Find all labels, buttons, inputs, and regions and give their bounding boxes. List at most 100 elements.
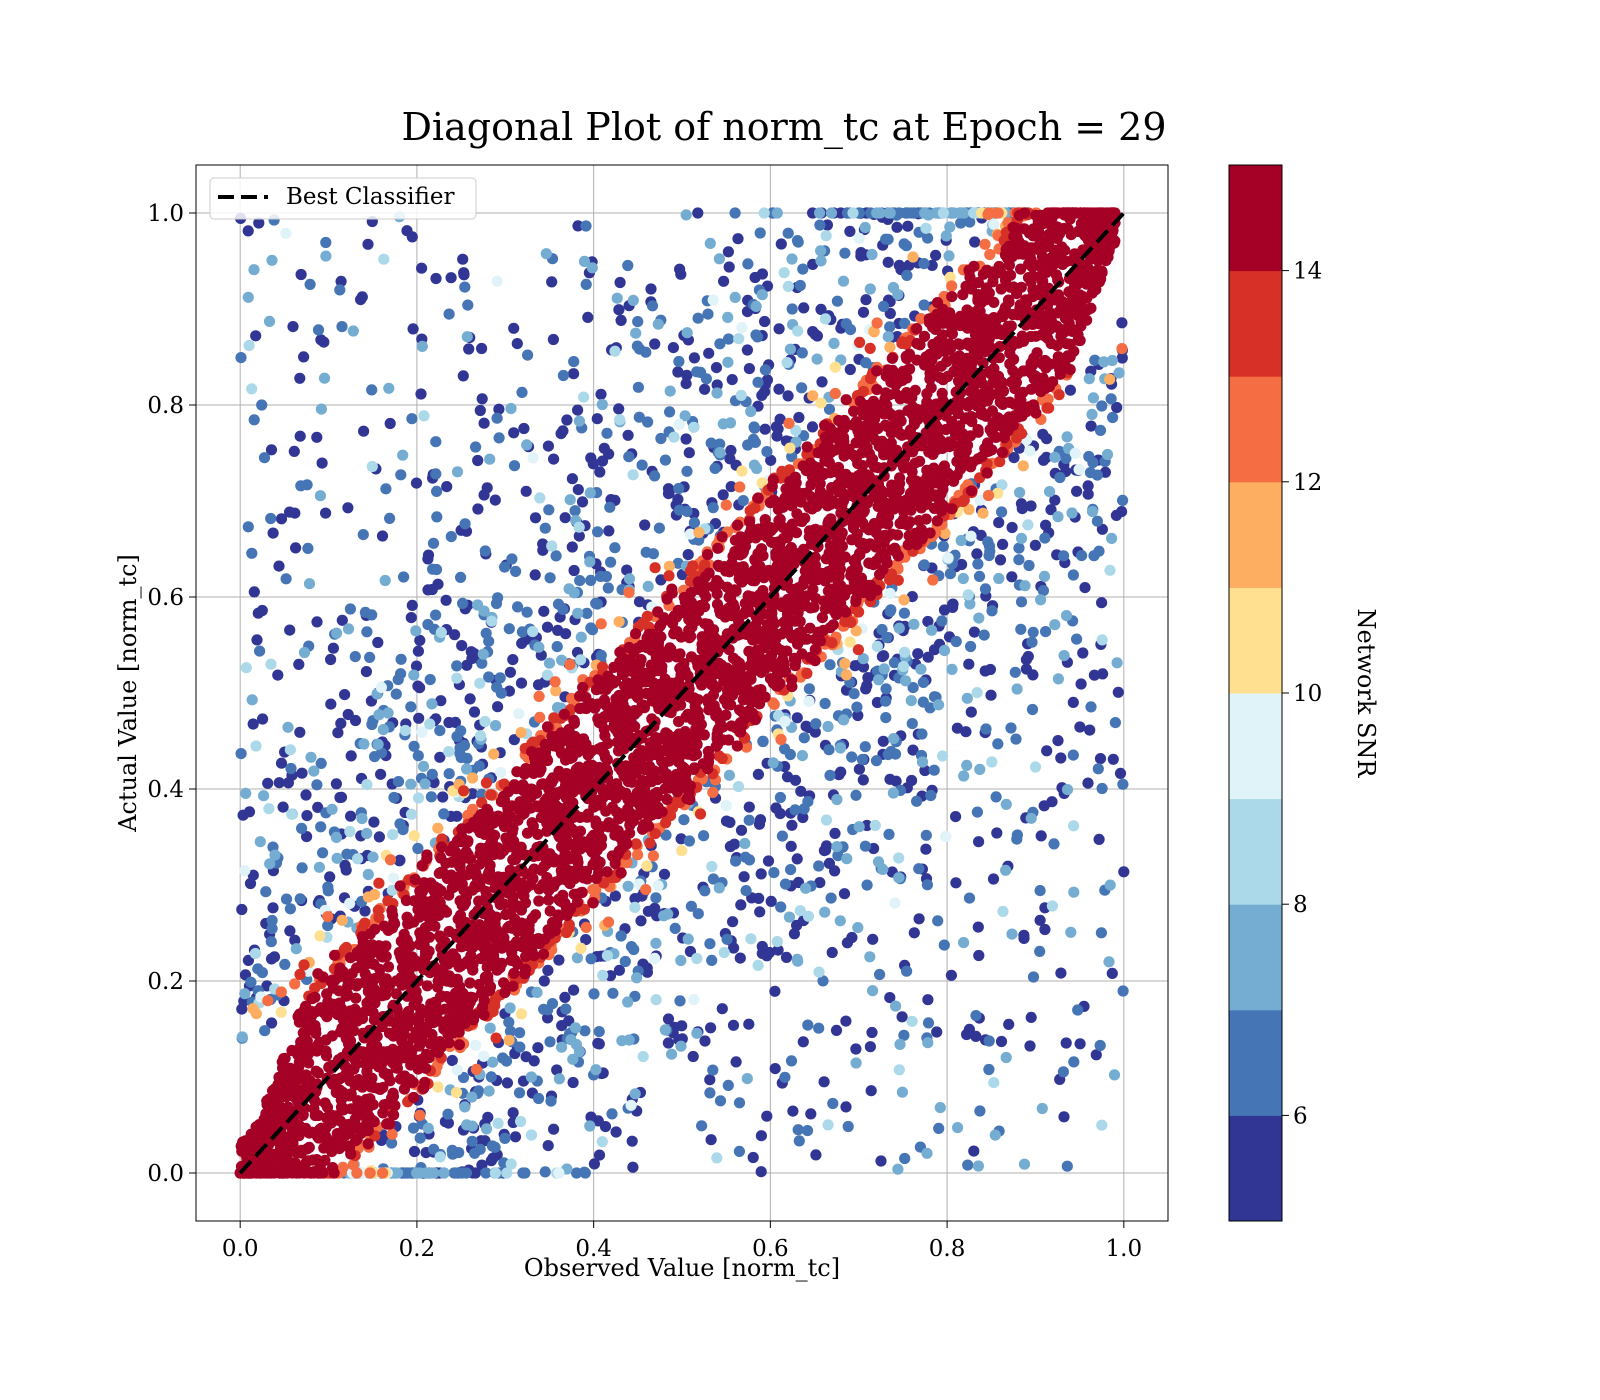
scatter-point <box>937 540 949 552</box>
scatter-point <box>1027 971 1040 983</box>
scatter-point <box>522 349 534 361</box>
scatter-point <box>926 624 938 636</box>
scatter-point <box>349 651 361 663</box>
scatter-point <box>267 902 279 914</box>
scatter-point <box>388 791 400 804</box>
scatter-point <box>965 640 977 653</box>
scatter-point <box>983 1035 995 1047</box>
scatter-point <box>266 923 278 935</box>
scatter-point <box>479 715 491 728</box>
scatter-point <box>414 1109 426 1121</box>
scatter-point <box>538 975 550 987</box>
scatter-point <box>951 722 964 734</box>
scatter-point <box>893 872 905 884</box>
scatter-point <box>946 280 958 292</box>
scatter-point <box>714 1095 727 1107</box>
scatter-point <box>739 851 752 863</box>
scatter-point <box>382 707 394 719</box>
scatter-point <box>1082 480 1094 492</box>
scatter-point <box>537 544 549 556</box>
scatter-point <box>917 696 929 708</box>
scatter-point <box>324 871 336 883</box>
scatter-point <box>707 873 720 885</box>
scatter-point <box>669 922 681 935</box>
scatter-point <box>245 976 257 988</box>
scatter-point <box>280 227 292 239</box>
scatter-point <box>871 696 884 709</box>
scatter-point <box>759 423 771 435</box>
scatter-point <box>462 299 474 311</box>
scatter-point <box>406 231 418 243</box>
scatter-point <box>1035 594 1047 606</box>
scatter-point <box>1005 722 1017 734</box>
scatter-point <box>962 1159 974 1171</box>
scatter-point <box>840 1015 852 1027</box>
scatter-point <box>459 281 471 293</box>
scatter-point <box>380 483 392 495</box>
scatter-point <box>421 980 433 992</box>
scatter-point <box>882 331 894 343</box>
scatter-point <box>658 868 671 880</box>
scatter-point <box>490 720 502 732</box>
scatter-point <box>1020 654 1032 666</box>
scatter-point <box>1076 550 1088 562</box>
scatter-point <box>1067 749 1079 761</box>
scatter-point <box>652 318 664 330</box>
scatter-point <box>1096 523 1108 535</box>
scatter-point <box>723 261 735 273</box>
scatter-point <box>820 230 832 242</box>
scatter-point <box>558 708 571 720</box>
scatter-point <box>784 442 796 454</box>
scatter-point <box>529 569 541 581</box>
scatter-point <box>714 338 726 350</box>
scatter-point <box>702 549 714 561</box>
scatter-point <box>518 890 530 902</box>
scatter-point <box>1015 532 1028 545</box>
scatter-point <box>372 636 384 649</box>
scatter-point <box>727 916 739 928</box>
scatter-point <box>767 757 779 769</box>
scatter-point <box>1039 532 1051 544</box>
scatter-point <box>791 712 803 724</box>
scatter-point <box>704 1074 716 1086</box>
scatter-point <box>262 995 274 1007</box>
scatter-point <box>590 597 602 610</box>
scatter-point <box>711 1152 723 1164</box>
scatter-point <box>1068 820 1080 832</box>
scatter-point <box>732 233 744 245</box>
scatter-point <box>316 457 328 469</box>
scatter-point <box>513 1087 526 1099</box>
scatter-point <box>557 425 569 437</box>
scatter-point <box>712 542 724 554</box>
scatter-point <box>544 572 556 584</box>
scatter-point <box>1088 669 1100 681</box>
scatter-point <box>534 711 546 724</box>
scatter-point <box>1101 448 1114 461</box>
scatter-point <box>748 421 760 433</box>
scatter-point <box>431 511 443 523</box>
scatter-point <box>815 303 827 315</box>
scatter-point <box>645 283 657 295</box>
scatter-point <box>722 246 735 258</box>
scatter-point <box>296 862 308 874</box>
scatter-point <box>1034 914 1046 926</box>
scatter-point <box>966 485 978 497</box>
scatter-point <box>826 637 838 649</box>
scatter-point <box>800 720 812 732</box>
scatter-point <box>506 553 518 565</box>
scatter-point <box>263 315 276 327</box>
scatter-point <box>1090 1049 1102 1061</box>
scatter-point <box>236 903 248 916</box>
scatter-point <box>853 821 865 833</box>
scatter-point <box>920 829 932 841</box>
scatter-point <box>785 864 797 876</box>
scatter-point <box>830 1024 843 1036</box>
scatter-point <box>410 477 423 489</box>
scatter-point <box>474 730 487 742</box>
scatter-point <box>921 1147 933 1159</box>
scatter-point <box>962 589 974 601</box>
scatter-point <box>829 387 841 400</box>
scatter-point <box>933 1122 945 1134</box>
scatter-point <box>248 586 260 598</box>
scatter-point <box>318 372 331 384</box>
